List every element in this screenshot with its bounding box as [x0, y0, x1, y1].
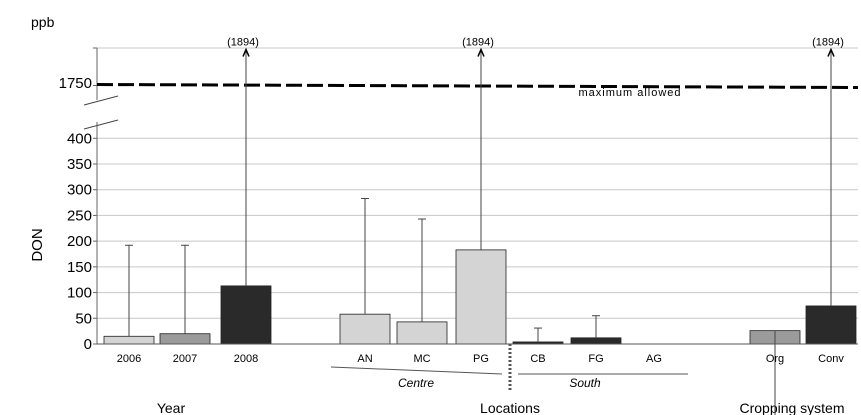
error-bar-value-label: (1894)	[812, 37, 844, 49]
x-tick-label: 2006	[117, 353, 141, 365]
bar-Conv	[805, 305, 857, 345]
x-tick-label: PG	[473, 353, 489, 365]
upper-axis-tick-label: 1750	[59, 75, 92, 92]
x-tick-label: Org	[766, 353, 784, 365]
unit-label: ppb	[31, 14, 55, 30]
bar-2006	[103, 335, 155, 345]
threshold-label: maximum allowed	[578, 87, 681, 99]
error-bar-value-label: (1894)	[462, 37, 494, 49]
subgroup-label-centre: Centre	[398, 376, 434, 390]
error-bar-arrow	[827, 47, 835, 57]
y-tick-label: 200	[67, 233, 92, 250]
y-tick-label: 0	[84, 336, 92, 353]
x-tick-label: MC	[413, 353, 430, 365]
x-tick-label: AN	[357, 353, 372, 365]
y-tick-label: 300	[67, 182, 92, 199]
axis-break-mark	[83, 119, 119, 130]
group-label-year: Year	[157, 400, 186, 415]
group-label-locations: Locations	[480, 400, 540, 415]
threshold-line	[96, 83, 859, 89]
error-bar-arrow	[242, 47, 250, 57]
bar-FG	[570, 337, 622, 345]
x-tick-label: AG	[646, 353, 662, 365]
axis-break-mark	[83, 95, 119, 106]
y-tick-label: 250	[67, 207, 92, 224]
centre-underline	[330, 366, 503, 375]
y-tick-label: 150	[67, 259, 92, 276]
x-tick-label: 2007	[173, 353, 197, 365]
x-tick-label: FG	[588, 353, 603, 365]
y-tick-label: 100	[67, 285, 92, 302]
x-tick-label: Conv	[818, 353, 844, 365]
bar-2008	[220, 285, 272, 345]
y-tick-label: 400	[67, 130, 92, 147]
y-axis-label: DON	[29, 228, 46, 261]
y-tick-label: 350	[67, 156, 92, 173]
bar-2007	[159, 333, 211, 345]
error-bar-arrow	[477, 47, 485, 57]
bar-PG	[455, 249, 507, 345]
x-tick-label: 2008	[234, 353, 258, 365]
error-bar-value-label: (1894)	[227, 37, 259, 49]
y-tick-label: 50	[75, 310, 92, 327]
subgroup-label-south: South	[569, 376, 601, 390]
bar-AN	[339, 313, 391, 345]
bar-MC	[396, 321, 448, 345]
x-tick-label: CB	[530, 353, 545, 365]
group-label-cropping-system: Cropping system	[739, 400, 844, 415]
